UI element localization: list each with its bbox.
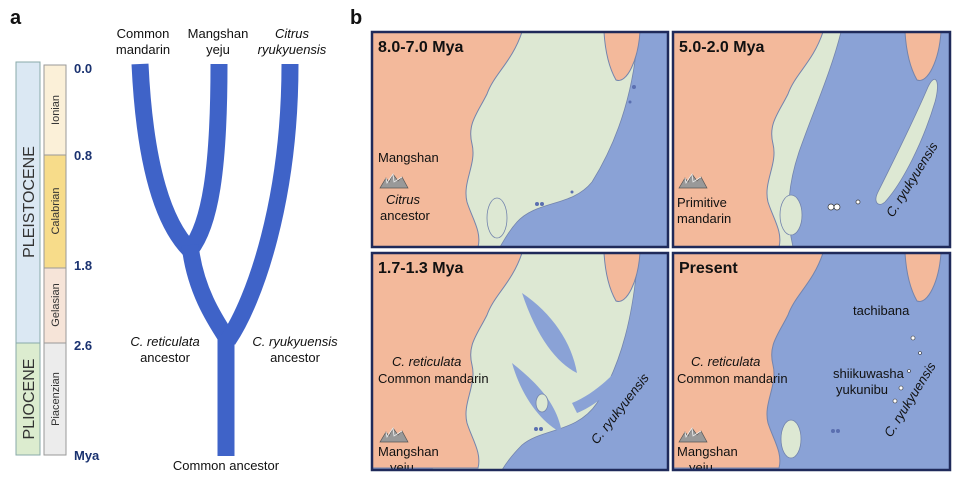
stage-label: Calabrian — [50, 187, 62, 234]
time-tick: 0.8 — [74, 148, 92, 163]
taxon-label: Mangshan — [188, 26, 249, 41]
taxon-label: mandarin — [116, 42, 170, 57]
map-label: C. reticulata — [691, 354, 760, 369]
map-frame — [370, 30, 670, 249]
taxon-label: yeju — [206, 42, 230, 57]
epoch-label: PLEISTOCENE — [21, 146, 38, 258]
stage-label: Ionian — [50, 95, 62, 125]
map-title: 5.0-2.0 Mya — [679, 39, 764, 56]
map-title: 8.0-7.0 Mya — [378, 39, 463, 56]
time-tick: 2.6 — [74, 338, 92, 353]
map-frame — [671, 30, 952, 249]
ancestor-label: ancestor — [140, 350, 191, 365]
map-label: yeju — [689, 460, 713, 474]
map-label: Common mandarin — [677, 371, 788, 386]
time-tick: 0.0 — [74, 61, 92, 76]
epoch-label: PLIOCENE — [21, 359, 38, 440]
ancestor-label: ancestor — [270, 350, 321, 365]
map-label: mandarin — [677, 211, 731, 226]
map: Present C. reticulata Common mandarin Ma… — [673, 253, 950, 474]
stage-box — [43, 342, 67, 456]
map-label: shiikuwasha — [833, 366, 905, 381]
map-title: 1.7-1.3 Mya — [378, 260, 463, 277]
map: 8.0-7.0 Mya Mangshan Citrus ancestor — [372, 32, 668, 247]
map-label: Mangshan — [677, 444, 738, 459]
map-label: Common mandarin — [378, 371, 489, 386]
map: 1.7-1.3 Mya C. reticulata Common mandari… — [372, 253, 668, 474]
epoch-box — [15, 342, 41, 456]
map-frame — [370, 251, 670, 472]
ancestor-label: C. ryukyuensis — [252, 334, 338, 349]
epoch-box — [15, 61, 41, 344]
time-tick: 1.8 — [74, 258, 92, 273]
stage-label: Gelasian — [50, 283, 62, 326]
map-frame — [671, 251, 952, 472]
panel-label: a — [10, 7, 22, 29]
ancestor-label: Common ancestor — [173, 458, 280, 473]
time-tick: Mya — [74, 448, 100, 463]
ancestor-label: C. reticulata — [130, 334, 199, 349]
map-label: ancestor — [380, 208, 431, 223]
map-title: Present — [679, 260, 738, 277]
taxon-label: Common — [117, 26, 170, 41]
map: 5.0-2.0 Mya Primitive mandarin C. ryukyu… — [673, 32, 950, 247]
map-label: tachibana — [853, 303, 910, 318]
map-label: Mangshan — [378, 150, 439, 165]
map-label: Citrus — [386, 192, 420, 207]
map-label: yukunibu — [836, 382, 888, 397]
stage-label: Piacenzian — [50, 372, 62, 426]
taxon-label: ryukyuensis — [258, 42, 327, 57]
panel-label: b — [350, 7, 362, 29]
tree — [131, 63, 299, 456]
map-label: Primitive — [677, 195, 727, 210]
map-label: yeju — [390, 460, 414, 474]
map-label: C. reticulata — [392, 354, 461, 369]
map-label: Mangshan — [378, 444, 439, 459]
taxon-label: Citrus — [275, 26, 309, 41]
